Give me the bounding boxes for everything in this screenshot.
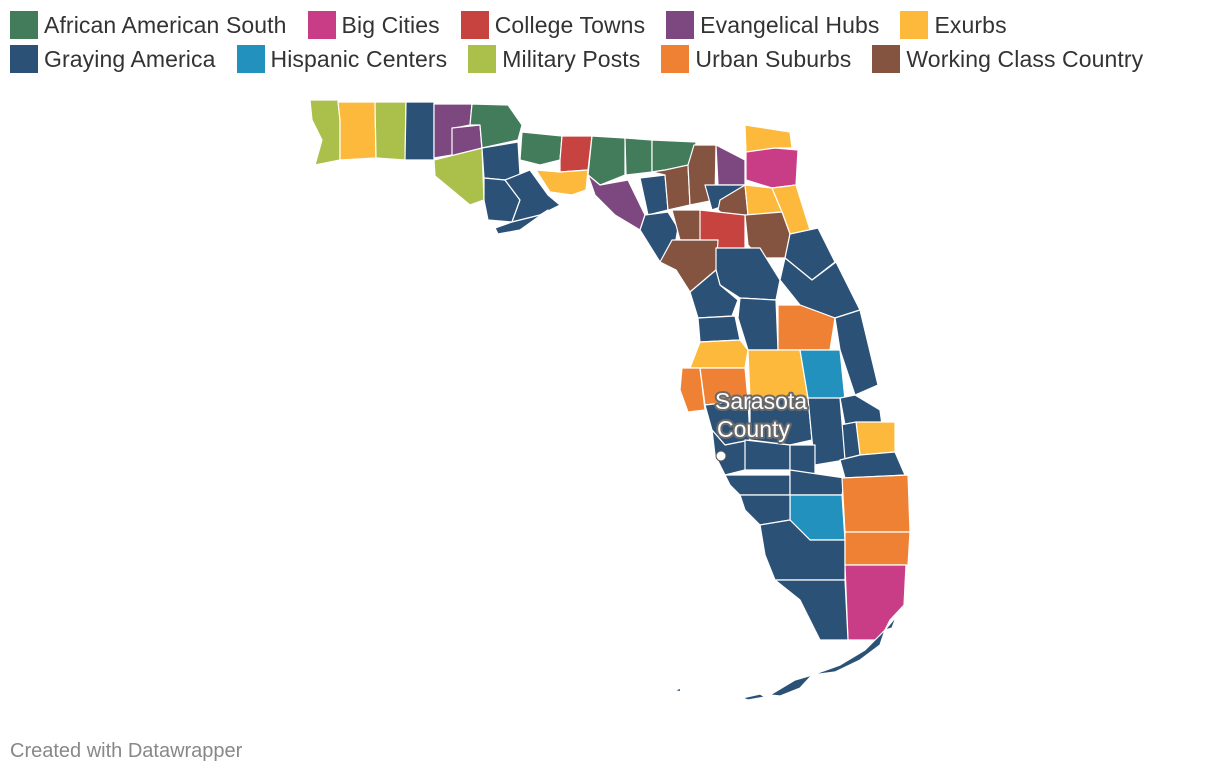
county-brevard[interactable] bbox=[834, 309, 879, 396]
county-hendry[interactable] bbox=[789, 469, 846, 496]
legend-swatch bbox=[661, 45, 690, 73]
legend-item-big-cities[interactable]: Big Cities bbox=[307, 11, 440, 39]
county-hernando[interactable] bbox=[697, 315, 741, 343]
sarasota-callout: Sarasota County bbox=[713, 386, 809, 462]
county-martin[interactable] bbox=[839, 451, 906, 479]
county-charlotte[interactable] bbox=[724, 474, 791, 496]
county-walton[interactable] bbox=[404, 101, 435, 161]
county-calhoun[interactable] bbox=[481, 141, 521, 181]
legend-swatch bbox=[10, 11, 38, 39]
legend-item-military-posts[interactable]: Military Posts bbox=[468, 45, 640, 73]
county-broward[interactable] bbox=[844, 531, 911, 566]
legend-label: African American South bbox=[44, 11, 287, 38]
county-keys-middle[interactable] bbox=[811, 629, 886, 676]
county-layer bbox=[309, 99, 911, 701]
legend-swatch bbox=[872, 45, 901, 73]
county-lafayette[interactable] bbox=[639, 174, 669, 216]
county-pinellas[interactable] bbox=[679, 367, 706, 413]
legend-item-african-american-south[interactable]: African American South bbox=[10, 11, 287, 39]
county-hardee-desoto[interactable] bbox=[749, 397, 813, 446]
callout-label-line-1: Sarasota bbox=[715, 388, 807, 414]
footer-credit: Created with Datawrapper bbox=[10, 740, 243, 762]
legend-swatch bbox=[236, 45, 265, 73]
legend-item-urban-suburbs[interactable]: Urban Suburbs bbox=[661, 45, 851, 73]
county-jackson[interactable] bbox=[469, 103, 523, 149]
legend: African American South Big Cities Colleg… bbox=[10, 11, 1200, 73]
legend-label: Evangelical Hubs bbox=[700, 11, 880, 38]
county-wakulla[interactable] bbox=[535, 169, 589, 196]
legend-label: Big Cities bbox=[341, 11, 440, 38]
county-okaloosa[interactable] bbox=[374, 101, 407, 161]
legend-swatch bbox=[307, 11, 336, 39]
callout-label-line-2: County bbox=[717, 416, 790, 442]
county-baker[interactable] bbox=[715, 144, 746, 186]
county-palm-beach[interactable] bbox=[841, 474, 911, 533]
legend-swatch bbox=[10, 45, 38, 73]
legend-label: Graying America bbox=[44, 45, 216, 72]
legend-item-college-towns[interactable]: College Towns bbox=[460, 11, 646, 39]
county-duval[interactable] bbox=[745, 147, 799, 189]
legend-item-hispanic-centers[interactable]: Hispanic Centers bbox=[236, 45, 448, 73]
county-keys-west-2[interactable] bbox=[741, 693, 766, 701]
county-keys-upper[interactable] bbox=[884, 611, 899, 631]
legend-swatch bbox=[900, 11, 929, 39]
county-sumter-lake[interactable] bbox=[737, 297, 779, 351]
county-gadsden[interactable] bbox=[519, 131, 563, 166]
legend-label: College Towns bbox=[494, 11, 646, 38]
county-lee[interactable] bbox=[739, 494, 791, 526]
county-keys-tip[interactable] bbox=[674, 687, 682, 693]
legend-item-working-class-country[interactable]: Working Class Country bbox=[872, 45, 1143, 73]
county-jefferson[interactable] bbox=[587, 135, 626, 186]
legend-label: Hispanic Centers bbox=[270, 45, 448, 72]
county-bay[interactable] bbox=[433, 147, 485, 206]
county-miami-dade[interactable] bbox=[844, 564, 907, 641]
legend-label: Working Class Country bbox=[906, 45, 1144, 72]
legend-label: Exurbs bbox=[934, 11, 1007, 38]
county-keys-west[interactable] bbox=[769, 674, 813, 697]
legend-swatch bbox=[666, 11, 695, 39]
county-leon[interactable] bbox=[559, 135, 593, 173]
county-st-lucie[interactable] bbox=[855, 421, 896, 456]
county-highlands[interactable] bbox=[807, 397, 846, 466]
county-taylor[interactable] bbox=[587, 174, 646, 231]
county-seminole-orange[interactable] bbox=[777, 304, 836, 351]
legend-label: Urban Suburbs bbox=[695, 45, 852, 72]
legend-item-graying-america[interactable]: Graying America bbox=[10, 45, 216, 73]
legend-swatch bbox=[460, 11, 489, 39]
county-monroe-mainland[interactable] bbox=[774, 579, 849, 641]
county-indian-river[interactable] bbox=[839, 394, 883, 426]
county-franklin-coast[interactable] bbox=[494, 209, 549, 235]
legend-item-evangelical-hubs[interactable]: Evangelical Hubs bbox=[666, 11, 879, 39]
county-liberty-franklin[interactable] bbox=[504, 169, 561, 223]
county-pasco[interactable] bbox=[689, 339, 749, 369]
legend-label: Military Posts bbox=[502, 45, 641, 72]
county-madison[interactable] bbox=[624, 137, 653, 176]
county-santa-rosa[interactable] bbox=[337, 101, 377, 161]
legend-item-exurbs[interactable]: Exurbs bbox=[900, 11, 1007, 39]
legend-swatch bbox=[468, 45, 497, 73]
sarasota-marker bbox=[715, 450, 727, 462]
county-escambia[interactable] bbox=[309, 99, 341, 166]
county-desoto[interactable] bbox=[744, 439, 791, 471]
